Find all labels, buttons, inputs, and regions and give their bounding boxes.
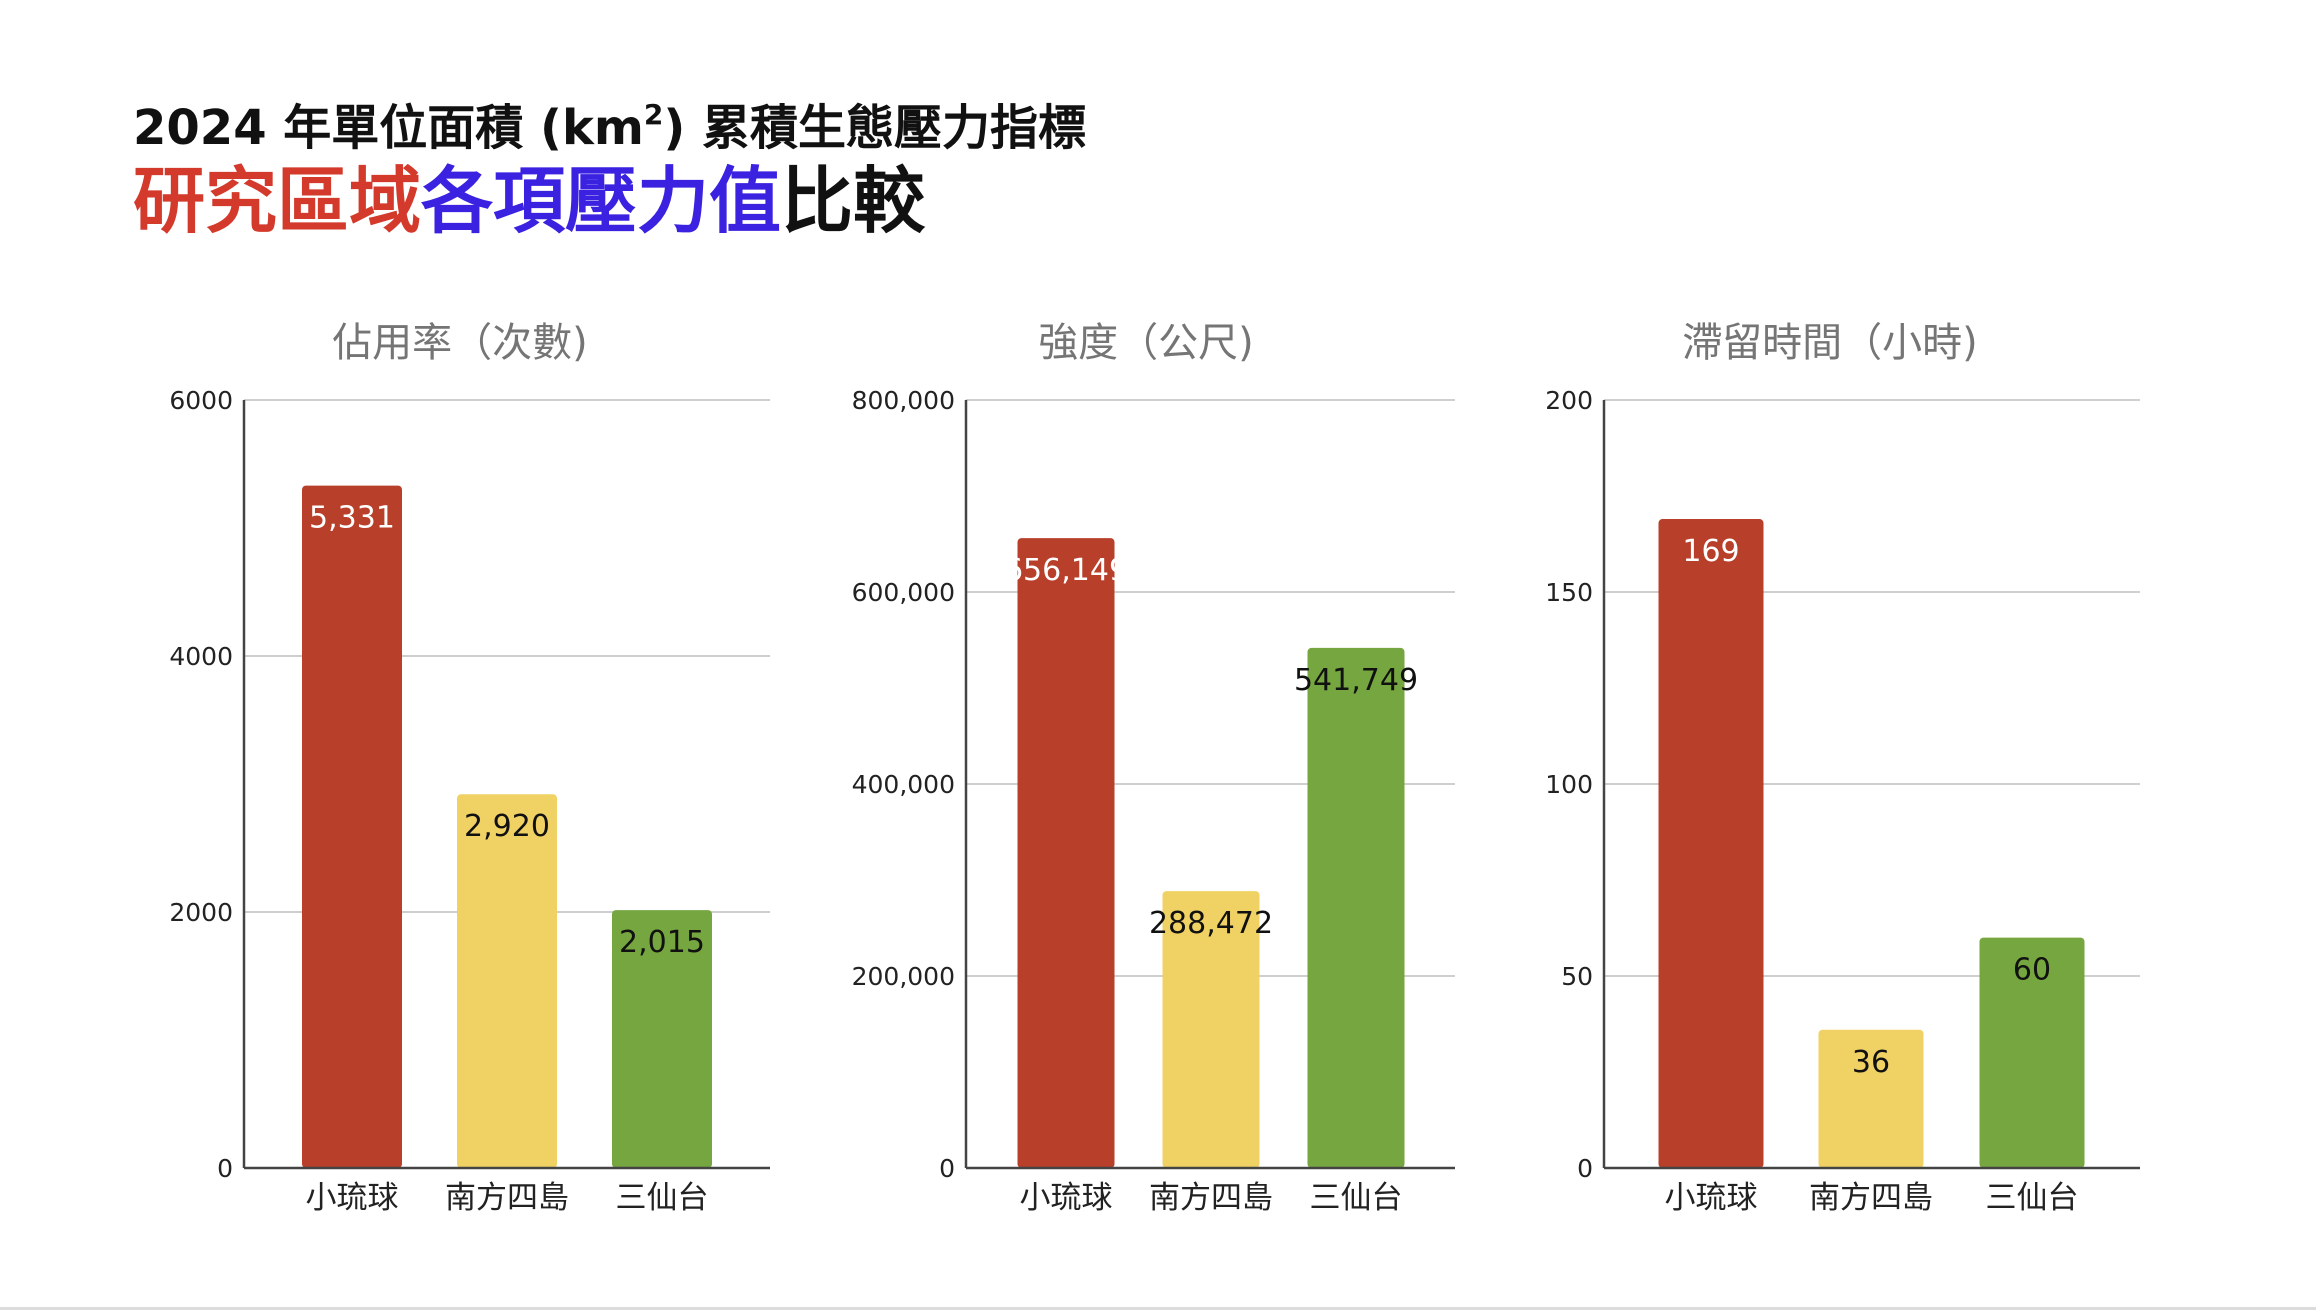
y-tick-label: 200 xyxy=(1545,386,1593,415)
subtitle-segment: 研究區域 xyxy=(133,159,422,243)
x-category-label: 三仙台 xyxy=(616,1180,709,1216)
data-label: 288,472 xyxy=(1149,906,1273,941)
bar xyxy=(1979,937,2085,1168)
x-category-label: 南方四島 xyxy=(1809,1180,1933,1216)
y-tick-label: 0 xyxy=(1577,1154,1593,1183)
y-tick-label: 0 xyxy=(217,1154,233,1183)
x-category-label: 小琉球 xyxy=(1665,1180,1758,1216)
bar xyxy=(1307,647,1405,1168)
bar xyxy=(1162,891,1260,1168)
x-category-label: 三仙台 xyxy=(1310,1180,1403,1216)
bar xyxy=(1658,519,1764,1168)
y-tick-label: 400,000 xyxy=(852,770,955,799)
chart-title: 佔用率（次數) xyxy=(332,320,588,366)
bar-chart: 強度（公尺) 0 200,000 400,000 600,000 800,000 656,1… xyxy=(852,320,1455,1216)
x-category-label: 小琉球 xyxy=(1020,1180,1113,1216)
title-superscript: 2 xyxy=(643,98,664,131)
y-tick-label: 6000 xyxy=(169,386,233,415)
footer-divider xyxy=(0,1307,2316,1310)
data-label: 541,749 xyxy=(1294,663,1418,698)
x-category-label: 小琉球 xyxy=(306,1180,399,1216)
x-category-label: 三仙台 xyxy=(1986,1180,2079,1216)
bar-chart: 滯留時間（小時) 0 50 100 150 200 169 小琉球 36 南方四島 60 三仙台 xyxy=(1545,320,2140,1216)
y-tick-label: 600,000 xyxy=(852,578,955,607)
slide-subtitle: 研究區域各項壓力值比較 xyxy=(133,158,925,244)
bar xyxy=(1818,1029,1924,1168)
data-label: 60 xyxy=(2013,953,2051,988)
subtitle-segment: 比較 xyxy=(781,159,926,243)
data-label: 656,149 xyxy=(1004,553,1128,588)
chart-title: 滯留時間（小時) xyxy=(1682,320,1978,366)
data-label: 2,920 xyxy=(464,809,550,844)
bar xyxy=(1017,538,1115,1168)
chart-title: 強度（公尺) xyxy=(1038,320,1254,366)
y-tick-label: 50 xyxy=(1561,962,1593,991)
y-tick-label: 2000 xyxy=(169,898,233,927)
y-tick-label: 4000 xyxy=(169,642,233,671)
bar xyxy=(302,485,402,1169)
data-label: 169 xyxy=(1682,534,1739,569)
y-tick-label: 0 xyxy=(939,1154,955,1183)
y-tick-label: 100 xyxy=(1545,770,1593,799)
slide-title: 2024 年單位面積 (km2) 累積生態壓力指標 xyxy=(133,100,1086,158)
y-tick-label: 200,000 xyxy=(852,962,955,991)
y-tick-label: 150 xyxy=(1545,578,1593,607)
title-prefix: 2024 年單位面積 (km xyxy=(133,100,644,156)
bar-chart: 佔用率（次數) 0 2000 4000 6000 5,331 小琉球 2,920 南方四島 2,0… xyxy=(169,320,770,1216)
x-category-label: 南方四島 xyxy=(445,1180,569,1216)
y-tick-label: 800,000 xyxy=(852,386,955,415)
bar xyxy=(457,794,557,1168)
data-label: 36 xyxy=(1852,1045,1890,1080)
bar xyxy=(612,910,712,1168)
data-label: 5,331 xyxy=(309,501,395,536)
data-label: 2,015 xyxy=(619,925,705,960)
title-suffix: ) 累積生態壓力指標 xyxy=(663,100,1087,156)
subtitle-segment: 各項壓力值 xyxy=(421,159,782,243)
x-category-label: 南方四島 xyxy=(1149,1180,1273,1216)
